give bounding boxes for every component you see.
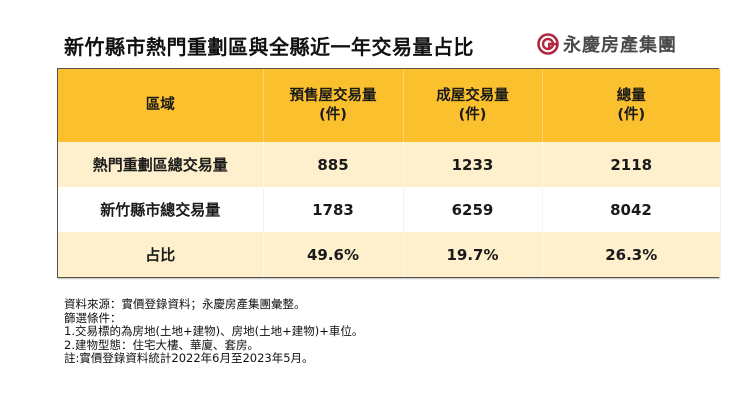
column-header-total: 總量 (件): [542, 69, 720, 142]
note-period: 註:實價登錄資料統計2022年6月至2023年5月。: [64, 351, 314, 365]
column-header-existing: 成屋交易量 (件): [403, 69, 543, 142]
footnotes: 資料來源：實價登錄資料；永慶房產集團彙整。 篩選條件： 1.交易標的為房地(土地…: [64, 297, 364, 366]
table-row: 熱門重劃區總交易量 885 1233 2118: [58, 142, 720, 187]
brand-logo: 永慶房產集團: [537, 32, 677, 56]
brand-name: 永慶房產集團: [563, 35, 677, 56]
note-filter-heading: 篩選條件：: [64, 310, 122, 325]
note-source: 資料來源：實價登錄資料；永慶房產集團彙整。: [64, 297, 306, 311]
transaction-table: 區域 預售屋交易量 (件) 成屋交易量 (件) 總量 (件) 熱門重劃區總交易量: [57, 68, 721, 278]
region-cell: 占比: [58, 232, 264, 277]
region-cell: 新竹縣市總交易量: [58, 187, 264, 232]
presale-cell: 1783: [263, 187, 404, 232]
column-header-region: 區域: [58, 69, 264, 142]
existing-cell: 19.7%: [403, 232, 543, 277]
column-header-presale: 預售屋交易量 (件): [263, 69, 404, 142]
presale-cell: 49.6%: [263, 232, 404, 277]
total-cell: 26.3%: [542, 232, 720, 277]
presale-cell: 885: [263, 142, 404, 187]
total-cell: 8042: [542, 187, 721, 232]
table-header-row: 區域 預售屋交易量 (件) 成屋交易量 (件) 總量 (件): [58, 69, 720, 142]
region-cell: 熱門重劃區總交易量: [58, 142, 264, 187]
page-title: 新竹縣市熱門重劃區與全縣近一年交易量占比: [64, 35, 474, 59]
note-filter-2: 2.建物型態：住宅大樓、華廈、套房。: [64, 337, 259, 352]
total-cell: 2118: [542, 142, 720, 187]
existing-cell: 1233: [403, 142, 543, 187]
table-row: 占比 49.6% 19.7% 26.3%: [58, 232, 720, 277]
note-filter-1: 1.交易標的為房地(土地+建物)、房地(土地+建物)+車位。: [64, 324, 364, 338]
yungching-logo-icon: [537, 33, 559, 55]
table-row: 新竹縣市總交易量 1783 6259 8042: [58, 187, 721, 232]
existing-cell: 6259: [403, 187, 543, 232]
